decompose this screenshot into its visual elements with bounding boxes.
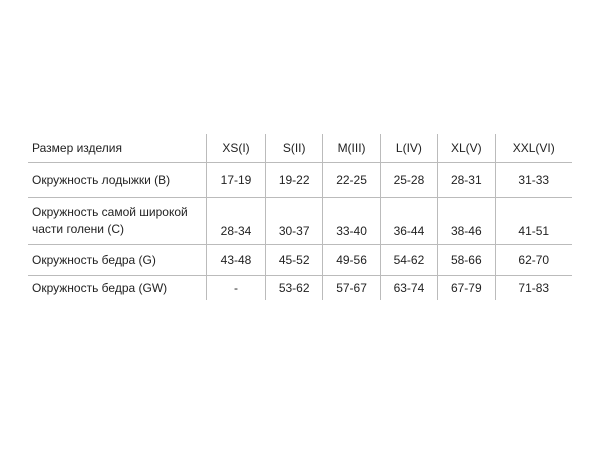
table-cell: 17-19 bbox=[206, 162, 266, 198]
header-cell: M(III) bbox=[322, 134, 381, 163]
header-cell: S(II) bbox=[264, 134, 323, 163]
table-cell: 71-83 bbox=[494, 275, 572, 300]
header-row: Размер изделия XS(I) S(II) M(III) L(IV) … bbox=[28, 134, 572, 163]
table-cell: 28-31 bbox=[437, 162, 495, 198]
table-row: Окружность самой широкой части голени (C… bbox=[28, 197, 572, 245]
header-cell: L(IV) bbox=[379, 134, 438, 163]
size-chart-table: Размер изделия XS(I) S(II) M(III) L(IV) … bbox=[28, 134, 572, 300]
table-cell: 43-48 bbox=[206, 244, 266, 276]
table-cell: 49-56 bbox=[322, 244, 381, 276]
table-cell: 30-37 bbox=[264, 197, 323, 245]
table-cell: 67-79 bbox=[437, 275, 495, 300]
row-label: Окружность бедра (G) bbox=[28, 244, 207, 276]
header-cell: XS(I) bbox=[206, 134, 266, 163]
table-row: Окружность лодыжки (B) 17-19 19-22 22-25… bbox=[28, 162, 572, 198]
table-cell: 57-67 bbox=[322, 275, 381, 300]
table-cell: 31-33 bbox=[494, 162, 572, 198]
table-row: Окружность бедра (GW) - 53-62 57-67 63-7… bbox=[28, 275, 572, 300]
table-cell: 25-28 bbox=[379, 162, 438, 198]
table-cell: 63-74 bbox=[379, 275, 438, 300]
row-label: Окружность самой широкой части голени (C… bbox=[28, 197, 207, 245]
table-row: Окружность бедра (G) 43-48 45-52 49-56 5… bbox=[28, 244, 572, 276]
table-cell: 38-46 bbox=[437, 197, 495, 245]
table-cell: 45-52 bbox=[264, 244, 323, 276]
row-label: Окружность бедра (GW) bbox=[32, 280, 168, 295]
row-label: Окружность лодыжки (B) bbox=[28, 162, 207, 198]
header-cell: Размер изделия bbox=[28, 134, 207, 163]
table-cell: 28-34 bbox=[206, 197, 266, 245]
table-cell: 54-62 bbox=[379, 244, 438, 276]
table-cell: 58-66 bbox=[437, 244, 495, 276]
header-cell: XL(V) bbox=[437, 134, 495, 163]
table-cell: - bbox=[206, 275, 266, 300]
header-cell: XXL(VI) bbox=[494, 134, 572, 163]
table-cell: 36-44 bbox=[379, 197, 438, 245]
table-cell: 41-51 bbox=[494, 197, 572, 245]
table-cell: 19-22 bbox=[264, 162, 323, 198]
table-cell: 33-40 bbox=[322, 197, 381, 245]
table-cell: 53-62 bbox=[264, 275, 323, 300]
table-cell: 62-70 bbox=[494, 244, 572, 276]
table-cell: 22-25 bbox=[322, 162, 381, 198]
